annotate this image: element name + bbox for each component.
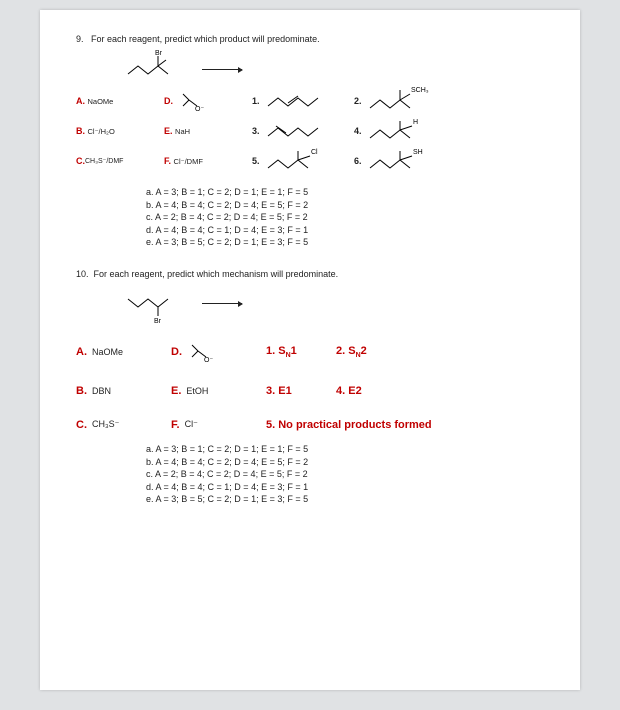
p1b: 1 [291,345,297,357]
page: 9. For each reagent, predict which produ… [40,10,580,690]
arrow-icon [202,303,242,304]
q9-prompt: For each reagent, predict which product … [91,34,320,44]
q10-p5: 5. No practical products formed [266,419,432,431]
q10-substrate-row: Br [126,289,544,319]
br-label: Br [155,50,163,57]
q9-answers: a. A = 3; B = 1; C = 2; D = 1; E = 1; F … [146,186,544,249]
svg-text:O⁻: O⁻ [204,357,213,364]
q9-C-text: CH₃S⁻/DMF [85,157,123,165]
q9-product1 [266,92,336,110]
q10-E-text: EtOH [186,386,208,396]
q9-product2: SCH₃ [368,88,446,114]
h-label: H [413,119,418,126]
q9-ans-b: b. A = 4; B = 4; C = 2; D = 4; E = 5; F … [146,199,544,212]
q10-F-text: Cl⁻ [185,419,198,430]
q9-row1: A. NaOMe D. O⁻ 1. 2. [76,88,544,114]
svg-text:O⁻: O⁻ [195,106,204,113]
q9-F-text: Cl⁻/DMF [174,157,203,166]
q10-B-letter: B. [76,385,87,397]
q9-ans-e: e. A = 3; B = 5; C = 2; D = 1; E = 3; F … [146,236,544,249]
q10-ans-b: b. A = 4; B = 4; C = 2; D = 4; E = 5; F … [146,456,544,469]
q9-p4: 4. [354,126,368,136]
q10-D-structure: O⁻ [182,341,216,363]
q9-number: 9. [76,34,84,44]
q10-A-text: NaOMe [92,347,123,357]
q9-B-letter: B. [76,126,85,136]
q9-ans-c: c. A = 2; B = 4; C = 2; D = 4; E = 5; F … [146,211,544,224]
q10-C-text: CH₃S⁻ [92,419,119,430]
q9-D-structure: O⁻ [173,90,207,112]
q9-row3: C. CH₃S⁻/DMF F. Cl⁻/DMF 5. Cl 6. SH [76,148,544,174]
q10-number: 10. [76,269,89,279]
p1a: 1. S [266,345,286,357]
q10-ans-c: c. A = 2; B = 4; C = 2; D = 4; E = 5; F … [146,468,544,481]
q9-substrate: Br [126,54,196,84]
q9-product5: Cl [266,148,336,174]
q10-A-letter: A. [76,346,87,358]
sh-label: SH [413,149,423,156]
q9-p3: 3. [252,126,266,136]
q9-C-letter: C. [76,156,85,166]
q10-E-letter: E. [171,385,181,397]
q9-p6: 6. [354,156,368,166]
q9-p1: 1. [252,96,266,106]
q10-title: 10. For each reagent, predict which mech… [76,269,544,279]
q10-p2: 2. SN2 [336,345,406,359]
cl-label: Cl [311,149,318,156]
q9-substrate-row: Br [126,54,544,84]
q9-row2: B. Cl⁻/H₂O E. NaH 3. 4. H [76,118,544,144]
q10-answers: a. A = 3; B = 1; C = 2; D = 1; E = 1; F … [146,443,544,506]
sch3-label: SCH₃ [411,87,429,94]
p2a: 2. S [336,345,356,357]
q9-F-letter: F. [164,156,171,166]
q9-ans-d: d. A = 4; B = 4; C = 1; D = 4; E = 3; F … [146,224,544,237]
q9-A-text: NaOMe [88,97,114,106]
q10-substrate: Br [126,289,196,319]
q9-product3 [266,122,336,140]
q9-title: 9. For each reagent, predict which produ… [76,34,544,44]
q9-E-text: NaH [175,127,190,136]
arrow-icon [202,69,242,70]
q10-row1: A. NaOMe D. O⁻ 1. SN1 2. SN2 [76,341,544,363]
q9-D-letter: D. [164,96,173,106]
q9-E-letter: E. [164,126,173,136]
q9-product6: SH [368,148,446,174]
q10-B-text: DBN [92,386,111,396]
q9-p5: 5. [252,156,266,166]
q9-p2: 2. [354,96,368,106]
q10-prompt: For each reagent, predict which mechanis… [94,269,339,279]
q9-A-letter: A. [76,96,85,106]
q10-p1: 1. SN1 [266,345,336,359]
q10-ans-a: a. A = 3; B = 1; C = 2; D = 1; E = 1; F … [146,443,544,456]
q9-B-text: Cl⁻/H₂O [88,127,115,136]
q10-row2: B. DBN E. EtOH 3. E1 4. E2 [76,385,544,397]
q10-F-letter: F. [171,419,180,431]
q10-ans-e: e. A = 3; B = 5; C = 2; D = 1; E = 3; F … [146,493,544,506]
q9-ans-a: a. A = 3; B = 1; C = 2; D = 1; E = 1; F … [146,186,544,199]
q9-product4: H [368,118,446,144]
q10-row3: C. CH₃S⁻ F. Cl⁻ 5. No practical products… [76,419,544,431]
q10-ans-d: d. A = 4; B = 4; C = 1; D = 4; E = 3; F … [146,481,544,494]
p2b: 2 [361,345,367,357]
q10-D-letter: D. [171,346,182,358]
q10-p3: 3. E1 [266,385,336,397]
q10-p4: 4. E2 [336,385,406,397]
q10-C-letter: C. [76,419,87,431]
q10-br-label: Br [154,318,162,325]
